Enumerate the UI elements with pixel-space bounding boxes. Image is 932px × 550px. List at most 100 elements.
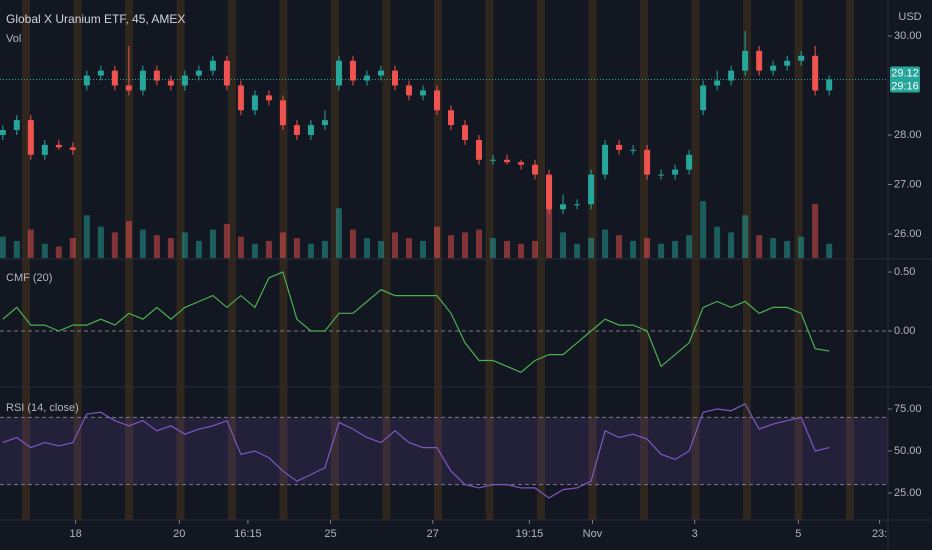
volume-bar: [419, 240, 426, 258]
volume-bar: [223, 223, 230, 258]
candle-body: [237, 85, 244, 111]
candle-body: [532, 164, 539, 175]
candle-body: [476, 139, 483, 160]
volume-bar: [826, 243, 833, 258]
candle-body: [770, 65, 777, 71]
volume-bar: [153, 235, 160, 258]
candle-body: [391, 70, 398, 86]
volume-bar: [462, 232, 469, 258]
y-tick-label: 28.00: [894, 129, 922, 141]
candle-body: [349, 60, 356, 81]
candle-body: [462, 125, 469, 140]
session-band: [794, 0, 803, 520]
volume-bar: [377, 240, 384, 258]
candle-body: [714, 80, 721, 86]
price-badge: [890, 66, 920, 93]
candle-body: [812, 55, 819, 91]
session-band: [588, 0, 597, 520]
rsi-band: [0, 417, 888, 485]
session-band: [537, 0, 545, 520]
y-tick-label: 27.00: [894, 178, 922, 190]
x-tick-label: 16:15: [234, 528, 262, 540]
candle-body: [419, 90, 426, 96]
volume-bar: [672, 240, 679, 258]
volume-bar: [546, 194, 553, 258]
session-band: [640, 0, 648, 520]
volume-bar: [13, 240, 20, 258]
candle-body: [153, 70, 160, 81]
session-band: [228, 0, 236, 520]
session-band: [331, 0, 339, 520]
y-tick-label: 25.00: [894, 487, 922, 499]
volume-bar: [784, 240, 791, 258]
cmf-title: CMF (20): [6, 272, 52, 284]
volume-bar: [574, 243, 581, 258]
candle-body: [490, 159, 497, 161]
candle-body: [27, 120, 34, 155]
candle-body: [251, 95, 258, 111]
volume-bar: [195, 240, 202, 258]
candle-body: [588, 174, 595, 205]
session-band: [846, 0, 854, 520]
volume-label: Vol: [6, 33, 21, 45]
volume-bar: [686, 235, 693, 258]
candle-body: [0, 130, 6, 135]
volume-bar: [251, 243, 258, 258]
x-tick-label: 25: [324, 528, 336, 540]
volume-bar: [602, 229, 609, 258]
volume-bar: [405, 238, 412, 258]
x-tick-label: 19:15: [516, 528, 544, 540]
candle-body: [125, 85, 132, 91]
candle-body: [784, 60, 791, 66]
currency: USD: [898, 11, 921, 23]
session-band: [279, 0, 288, 520]
last-price-label: 29.12: [891, 67, 919, 79]
volume-bar: [433, 226, 440, 258]
candle-body: [700, 85, 707, 111]
x-tick-label: Nov: [583, 528, 603, 540]
session-band: [73, 0, 82, 520]
volume-bar: [97, 226, 104, 258]
candle-body: [742, 50, 749, 71]
session-band: [743, 0, 751, 520]
candle-body: [293, 125, 300, 135]
volume-bar: [125, 221, 132, 258]
y-tick-label: 0.00: [894, 325, 915, 337]
volume-bar: [111, 232, 118, 258]
candle-body: [321, 120, 328, 126]
candle-body: [644, 149, 651, 175]
volume-bar: [714, 226, 721, 258]
volume-bar: [83, 215, 90, 258]
volume-bar: [363, 238, 370, 258]
candle-body: [265, 95, 272, 101]
session-band: [22, 0, 30, 520]
volume-bar: [0, 236, 6, 258]
session-band: [176, 0, 185, 520]
candle-body: [405, 85, 412, 96]
candle-body: [83, 75, 90, 86]
volume-bar: [391, 232, 398, 258]
y-tick-label: 0.50: [894, 266, 915, 278]
volume-bar: [658, 243, 665, 258]
candle-body: [13, 120, 20, 131]
session-band: [125, 0, 133, 520]
volume-bar: [518, 243, 525, 258]
volume-bar: [265, 240, 272, 258]
session-band: [434, 0, 442, 520]
volume-bar: [728, 232, 735, 258]
y-tick-label: 26.00: [894, 228, 922, 240]
candle-body: [560, 204, 567, 210]
volume-bar: [55, 246, 62, 258]
volume-bar: [167, 238, 174, 258]
candle-body: [335, 60, 342, 86]
volume-bar: [770, 238, 777, 258]
candle-body: [111, 70, 118, 86]
volume-bar: [448, 235, 455, 258]
volume-bar: [476, 229, 483, 258]
y-tick-label: 50.00: [894, 445, 922, 457]
y-tick-label: 30.00: [894, 30, 922, 42]
candle-body: [433, 90, 440, 111]
volume-bar: [504, 240, 511, 258]
